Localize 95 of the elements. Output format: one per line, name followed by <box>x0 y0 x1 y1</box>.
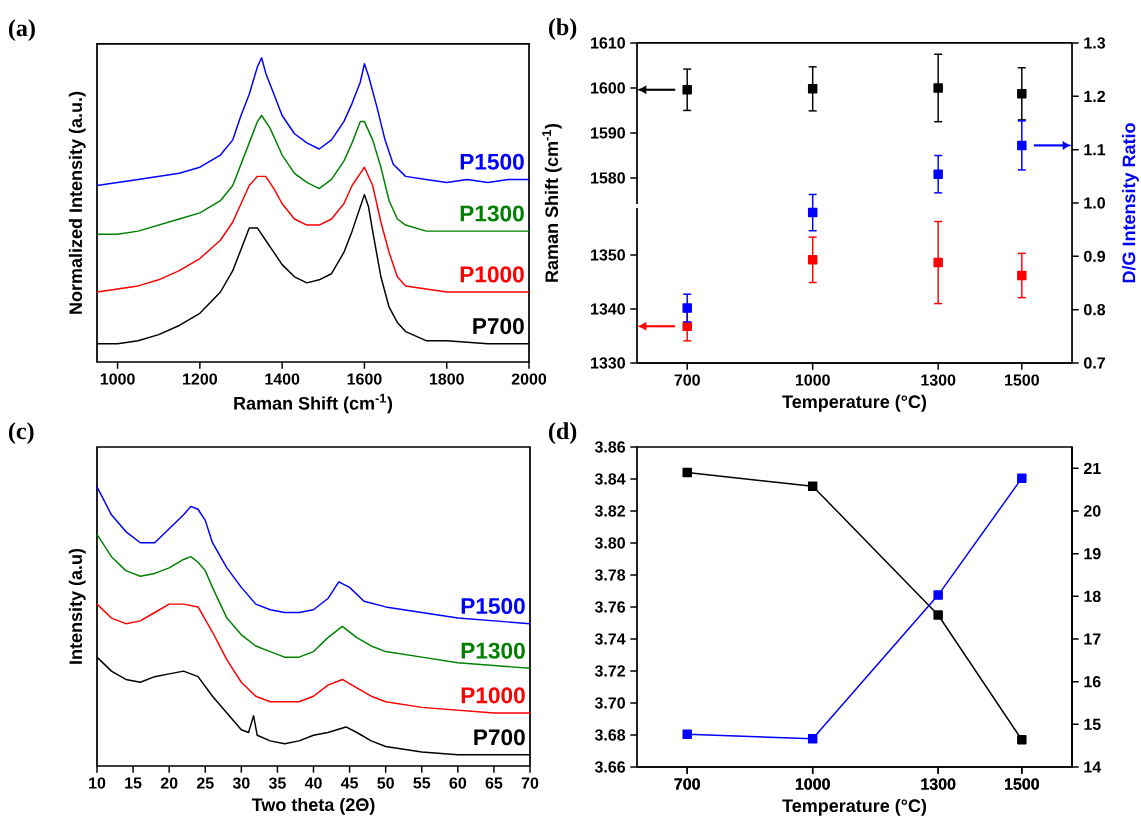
x-tick-label: 2000 <box>511 373 547 385</box>
y2-tick-label: 14 <box>1084 761 1102 773</box>
point <box>682 729 692 739</box>
y-tick-label: 3.74 <box>594 633 626 645</box>
x-tick-label: 70 <box>521 777 539 789</box>
x-tick-label: 65 <box>485 777 503 789</box>
series-label: P700 <box>474 729 525 746</box>
y2-tick-label: 1.2 <box>1084 90 1105 102</box>
point <box>933 169 943 179</box>
x-tick-label: 35 <box>268 777 286 789</box>
point <box>1017 473 1027 483</box>
y2-axis-title: D/G Intensity Ratio <box>1122 123 1139 283</box>
x-tick-label: 25 <box>196 777 214 789</box>
x-tick-label: 1000 <box>795 778 830 790</box>
series-label: P1500 <box>460 153 524 170</box>
x-tick-label: 45 <box>340 777 359 789</box>
y-tick-label: 3.68 <box>594 729 626 741</box>
y-tick-label: 3.72 <box>594 665 625 677</box>
point <box>682 467 692 478</box>
y-tick-label: 3.86 <box>594 441 626 453</box>
point <box>933 590 943 600</box>
x-axis-title: Raman Shift (cm$^{-1}$) <box>234 393 393 414</box>
y-tick-label: 3.70 <box>594 697 625 709</box>
point <box>933 610 943 620</box>
y2-tick-label: 20 <box>1083 505 1101 517</box>
chart-title: (c) <box>8 422 34 445</box>
series-label: P1500 <box>461 598 525 615</box>
x-tick-label: 10 <box>89 777 106 789</box>
y2-tick-label: 16 <box>1084 676 1101 688</box>
y2-tick-label: 0.8 <box>1084 304 1106 316</box>
series-label: P700 <box>473 318 524 335</box>
y2-tick-label: 1.1 <box>1084 144 1106 156</box>
x-tick-label: 1300 <box>921 778 956 790</box>
y-tick-label: 3.82 <box>594 505 625 517</box>
y-tick-label: 3.76 <box>594 601 626 613</box>
series-label: P1300 <box>461 642 525 659</box>
point <box>807 481 818 491</box>
y-tick-label: 1580 <box>591 172 625 184</box>
y2-tick-label: 0.9 <box>1084 250 1106 262</box>
y-tick-label: 3.84 <box>594 473 626 485</box>
x-tick-label: 55 <box>413 777 431 789</box>
x-tick-label: 1500 <box>1005 778 1039 790</box>
chart-title: (a) <box>8 19 35 42</box>
point <box>1017 270 1027 281</box>
y-tick-label: 1340 <box>591 303 625 315</box>
x-tick-label: 50 <box>377 777 394 789</box>
x-tick-label: 20 <box>160 777 178 789</box>
x-tick-label: 1300 <box>921 374 956 386</box>
point <box>1017 140 1027 151</box>
y-tick-label: 1350 <box>591 249 625 261</box>
y2-tick-label: 21 <box>1083 462 1101 474</box>
y2-tick-label: 1.3 <box>1084 37 1106 49</box>
y2-tick-label: 0.7 <box>1084 357 1105 369</box>
x-tick-label: 40 <box>304 777 322 789</box>
series-label: P1000 <box>460 266 524 283</box>
x-tick-label: 1200 <box>183 373 217 385</box>
x-tick-label: 15 <box>125 777 142 789</box>
x-tick-label: 1800 <box>429 373 464 385</box>
x-axis-title: Two theta (2Θ) <box>251 797 375 815</box>
point <box>933 257 943 268</box>
chart-title: (d) <box>548 422 577 445</box>
y-tick-label: 3.66 <box>594 761 626 773</box>
x-axis-title: Temperature (°C) <box>782 394 927 412</box>
x-tick-label: 30 <box>232 777 250 789</box>
x-tick-label: 700 <box>674 374 700 386</box>
x-tick-label: 1400 <box>265 373 300 385</box>
x-tick-label: 1000 <box>100 373 135 385</box>
y2-tick-label: 18 <box>1084 590 1101 602</box>
x-axis-title: Temperature (°C) <box>782 798 927 816</box>
series-label: P1300 <box>460 205 524 222</box>
x-tick-label: 700 <box>674 778 700 790</box>
point <box>1017 735 1027 745</box>
y-axis-title: Raman Shift (cm$^{-1}$) <box>542 123 562 282</box>
point <box>807 734 818 744</box>
y-tick-label: 1600 <box>591 82 625 94</box>
chart-title: (b) <box>548 18 577 41</box>
x-tick-label: 1000 <box>795 374 830 386</box>
y2-tick-label: 15 <box>1084 718 1101 730</box>
y2-tick-label: 1.0 <box>1084 197 1105 209</box>
x-tick-label: 60 <box>449 777 467 789</box>
y2-tick-label: 17 <box>1084 633 1101 645</box>
point <box>807 255 818 265</box>
x-tick-label: 1600 <box>347 373 382 385</box>
y-tick-label: 1330 <box>591 357 625 369</box>
y-tick-label: 3.80 <box>594 537 625 549</box>
series-label: P1000 <box>461 687 525 704</box>
y-tick-label: 3.78 <box>594 569 626 581</box>
point <box>682 303 692 313</box>
y-tick-label: 1590 <box>591 127 625 139</box>
x-tick-label: 1500 <box>1005 374 1039 386</box>
y-axis-title: Normalized Intensity (a.u.) <box>68 91 86 314</box>
y-axis-title: Intensity (a.u) <box>68 548 86 664</box>
y2-tick-label: 19 <box>1084 548 1101 560</box>
point <box>807 207 818 218</box>
y-tick-label: 1610 <box>591 37 625 49</box>
